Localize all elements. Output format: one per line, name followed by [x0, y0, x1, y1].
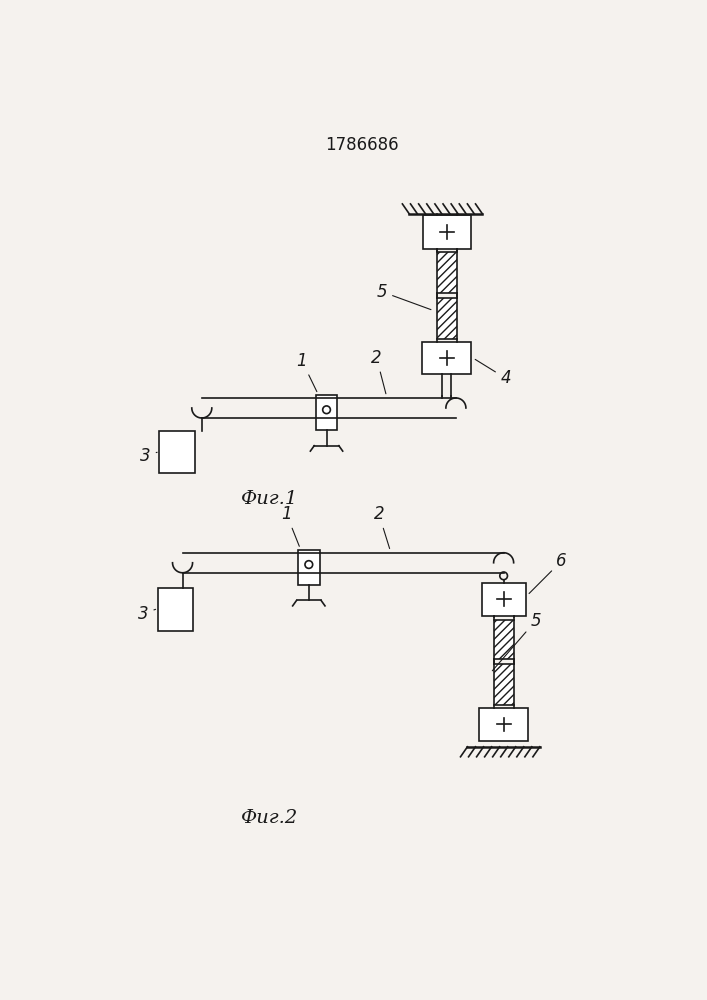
Text: 4: 4	[475, 359, 511, 387]
Bar	[422, 342, 472, 374]
Bar	[160, 431, 195, 473]
Bar	[437, 252, 457, 293]
Bar	[479, 708, 528, 741]
Text: 3: 3	[140, 447, 157, 465]
Bar	[316, 395, 337, 430]
Text: 1: 1	[296, 352, 317, 392]
Text: 5: 5	[492, 612, 541, 671]
Bar	[493, 620, 514, 659]
Bar	[423, 215, 471, 249]
Text: 1786686: 1786686	[325, 136, 399, 154]
Text: Фиг.2: Фиг.2	[241, 809, 298, 827]
Text: Фиг.1: Фиг.1	[241, 490, 298, 508]
Text: 2: 2	[373, 505, 390, 549]
Bar	[298, 550, 320, 585]
Text: 5: 5	[377, 283, 431, 310]
Text: 6: 6	[529, 552, 567, 594]
Text: 3: 3	[138, 605, 156, 623]
Text: 1: 1	[281, 505, 299, 546]
Bar	[493, 664, 514, 705]
Text: 2: 2	[371, 349, 386, 394]
Bar	[481, 583, 525, 616]
Bar	[437, 298, 457, 339]
Bar	[158, 588, 193, 631]
